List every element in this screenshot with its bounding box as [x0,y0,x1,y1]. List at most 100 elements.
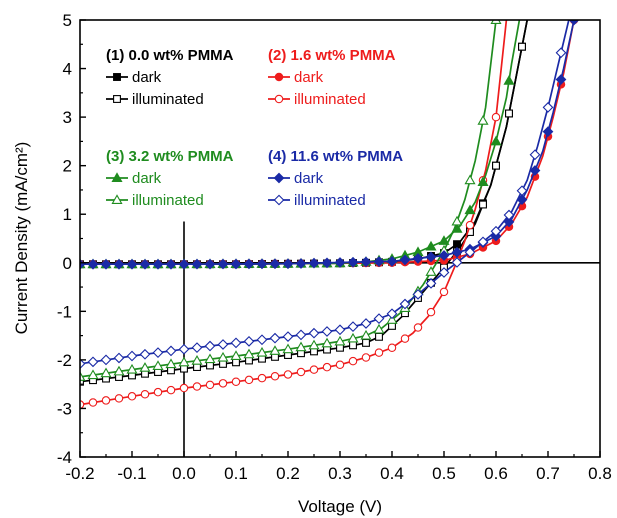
y-tick-label: -3 [57,399,72,418]
series-4-dark-point [217,258,229,270]
series-3-dark-point [438,235,450,245]
series-1-illuminated-point [518,42,526,51]
series-2-illuminated-point [244,375,254,385]
series-4-illuminated-point [100,354,112,366]
series-3-illuminated-point [386,314,398,324]
series-4-illuminated-point [321,326,333,337]
series-4-illuminated-point [165,345,177,357]
series-4-illuminated-point [230,337,242,349]
x-tick-label: 0.5 [432,464,456,483]
series-4-dark-point [243,258,255,270]
legend-group-1-illuminated-marker [113,95,121,103]
series-4-illuminated-point [399,298,411,310]
series-2-illuminated [80,20,508,409]
y-tick-label: -4 [57,448,72,467]
series-4-dark-point [438,250,450,261]
series-3-illuminated-point [451,215,463,226]
series-3-illuminated-point [87,369,99,380]
series-4-illuminated-point [464,246,476,258]
y-axis-title: Current Density (mA/cm²) [12,142,31,335]
series-2-illuminated-point [166,385,176,395]
series-2-illuminated-point [270,372,280,381]
x-axis-title: Voltage (V) [298,497,382,516]
series-2-illuminated-point [387,343,397,352]
series-1-illuminated-point [80,377,84,386]
series-2-illuminated-point [439,287,449,297]
series-4-illuminated-point [139,348,151,360]
x-tick-label: 0.0 [172,464,196,483]
series-4-dark-point [113,258,125,270]
series-4-illuminated-point [295,329,307,341]
legend-group-3-dark-label: dark [132,170,162,187]
series-2-illuminated-point [335,360,345,369]
series-4-dark-point [87,258,99,270]
series-4-dark-point [386,255,398,267]
series-4-dark-point [165,258,177,270]
series-3-dark-point [425,240,437,251]
series-4-dark-point [152,258,164,270]
series-4-illuminated-point [113,352,125,364]
series-4-illuminated-point [282,331,294,342]
series-4-illuminated-point [529,149,541,161]
series-4-illuminated-point [503,209,515,221]
legend: (1) 0.0 wt% PMMA dark illuminated (2) 1.6 w… [106,47,403,209]
series-4-illuminated-point [126,350,138,362]
series-4-illuminated [80,20,570,370]
series-4-illuminated-point [360,318,372,329]
series-2-illuminated-point [205,380,215,390]
series-3-illuminated-point [490,20,502,25]
series-3-illuminated-point [373,323,385,334]
series-3-illuminated-point [191,355,203,365]
series-2-illuminated-point [361,353,371,362]
series-1-illuminated-point [375,332,383,341]
series-3-illuminated-point [321,337,333,348]
series-4-dark-point [321,257,333,269]
series-4-dark-point [178,258,190,270]
series-2-illuminated-point [192,382,202,391]
series-4-illuminated-point [256,334,268,346]
series-4-dark-point [451,246,463,258]
legend-group-4-dark-label: dark [294,170,324,187]
series-3-illuminated-point [308,339,320,350]
series-4-dark-point [529,165,541,176]
series-2-illuminated-point [101,396,111,405]
series-4-illuminated-point [425,278,437,289]
series-4-dark-point [191,258,203,270]
series-3-illuminated-point [230,350,242,361]
series-3-illuminated-point [256,346,268,357]
axis-ticks: -0.2 -0.1 0.0 0.1 0.2 0.3 0.4 0.5 0.6 0.7 0.8 -4 -3 -… [57,11,612,483]
series-4-dark-point [555,74,567,85]
series-2-illuminated-point [348,356,358,366]
series-3-illuminated-point [152,360,164,370]
series-4-dark-point [282,258,294,270]
legend-group-2-dark-label: dark [294,69,324,86]
series-4-illuminated-point [438,267,450,278]
series-4-dark-point [269,258,281,270]
series-4-dark-point [230,258,242,270]
series-3-illuminated-point [165,358,177,369]
series-3-illuminated-point [100,367,112,378]
y-tick-label: 3 [63,108,72,127]
series-3-illuminated [80,20,502,381]
series-4-dark-point [542,126,554,138]
series-4-illuminated-point [191,342,203,354]
series-4-illuminated-point [152,347,164,358]
series-4-illuminated-point [347,321,359,333]
series-2-illuminated-point [413,323,423,332]
legend-group-3-illuminated-label: illuminated [132,192,204,209]
series-4-illuminated-point [308,327,320,339]
series-3-illuminated-point [243,348,255,359]
y-tick-label: -2 [57,351,72,370]
series-4-illuminated-point [386,308,398,320]
series-2-illuminated-point [465,220,475,230]
series-3-illuminated-point [464,174,476,185]
series-3-illuminated-point [334,335,346,346]
series-2-illuminated-point [374,348,384,357]
series-4-illuminated-point [217,339,229,350]
series-4-illuminated-point [516,185,528,197]
series-4-illuminated-point [373,313,385,324]
series-2-illuminated-point [257,373,267,383]
series-3-illuminated-point [204,353,216,364]
series-4-illuminated-point [243,335,255,347]
series-3-dark-point [490,135,502,146]
